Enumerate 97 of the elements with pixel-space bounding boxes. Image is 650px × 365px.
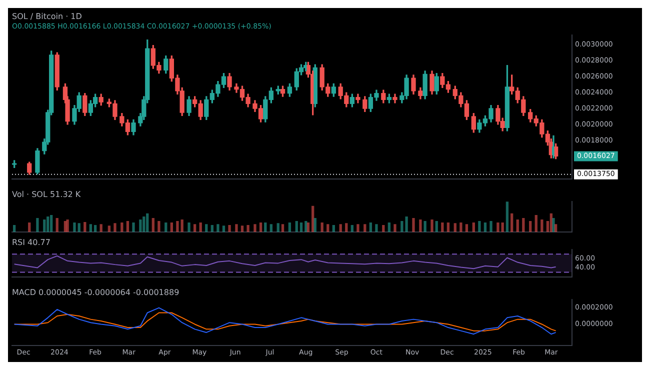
bar	[506, 202, 509, 232]
bar	[193, 224, 196, 232]
bar	[501, 222, 504, 232]
bar	[78, 223, 80, 232]
bar	[259, 222, 262, 232]
bar	[50, 214, 53, 232]
bar	[264, 222, 267, 232]
bar	[369, 222, 372, 232]
bar	[364, 224, 366, 232]
bar	[43, 220, 46, 232]
bar	[419, 220, 422, 232]
bar	[246, 224, 250, 232]
bar	[484, 222, 487, 232]
bar	[240, 226, 244, 232]
bar	[295, 221, 298, 232]
bar	[146, 213, 149, 232]
bar	[228, 224, 231, 232]
bar	[300, 222, 303, 232]
bar	[56, 218, 58, 232]
bar	[326, 224, 330, 232]
bar	[164, 222, 168, 232]
bar	[332, 224, 335, 232]
bar	[460, 222, 462, 232]
bar	[176, 221, 179, 232]
chart-title: Vol · SOL 51.32 K	[12, 190, 82, 199]
bar	[270, 224, 273, 232]
bar	[120, 222, 124, 232]
bar	[152, 218, 154, 232]
bar	[345, 223, 348, 232]
chart-title: SOL / Bitcoin · 1D	[12, 12, 82, 21]
bar	[540, 220, 544, 232]
bar	[28, 222, 31, 232]
bar	[375, 224, 378, 232]
bar	[435, 221, 438, 232]
bar	[281, 224, 284, 232]
bar	[510, 213, 514, 232]
bar	[441, 222, 444, 232]
bar	[126, 221, 130, 232]
bar	[276, 223, 280, 232]
bar	[430, 220, 434, 232]
bar	[350, 224, 354, 232]
bar	[496, 222, 500, 232]
bar	[100, 224, 102, 232]
chart-title: RSI 40.77	[12, 238, 50, 247]
bar	[356, 224, 360, 232]
bar	[412, 218, 415, 232]
bar	[114, 223, 116, 232]
bar	[400, 221, 404, 232]
bar	[534, 214, 538, 232]
bar	[188, 222, 190, 232]
bar	[405, 216, 408, 232]
bar	[12, 224, 16, 232]
bar	[478, 221, 481, 232]
bar	[73, 222, 76, 232]
bar	[546, 221, 550, 232]
bar	[199, 222, 202, 232]
bar	[554, 224, 558, 232]
bar	[339, 224, 342, 232]
bar	[314, 218, 316, 232]
bar	[320, 222, 324, 232]
bar	[108, 226, 111, 232]
bar	[465, 224, 468, 232]
bar	[382, 224, 385, 232]
bar	[94, 224, 97, 232]
bar	[288, 222, 292, 232]
bar	[394, 224, 396, 232]
chart-title: MACD 0.0000045 -0.0000064 -0.0001889	[12, 288, 180, 297]
bar	[446, 222, 450, 232]
bar	[311, 206, 314, 232]
bar	[472, 222, 475, 232]
bar	[304, 221, 308, 232]
bar	[205, 224, 208, 232]
bar	[235, 224, 238, 232]
bar	[142, 216, 146, 232]
bar	[516, 220, 519, 232]
bar	[529, 221, 532, 232]
bar	[132, 222, 135, 232]
bar	[158, 221, 160, 232]
bar	[46, 216, 50, 232]
bar	[180, 220, 184, 232]
bar	[216, 224, 220, 232]
bar	[66, 220, 69, 232]
bar	[36, 218, 39, 232]
bar	[170, 222, 173, 232]
bar	[210, 224, 214, 232]
bar	[522, 218, 525, 232]
bar	[84, 222, 86, 232]
bar	[454, 223, 456, 232]
bar	[89, 224, 92, 232]
bar	[222, 226, 226, 232]
bar	[490, 221, 492, 232]
bar	[306, 222, 310, 232]
bar	[424, 221, 426, 232]
bar	[552, 218, 555, 232]
bar	[388, 222, 391, 232]
bar	[139, 220, 142, 232]
bar	[254, 224, 256, 232]
